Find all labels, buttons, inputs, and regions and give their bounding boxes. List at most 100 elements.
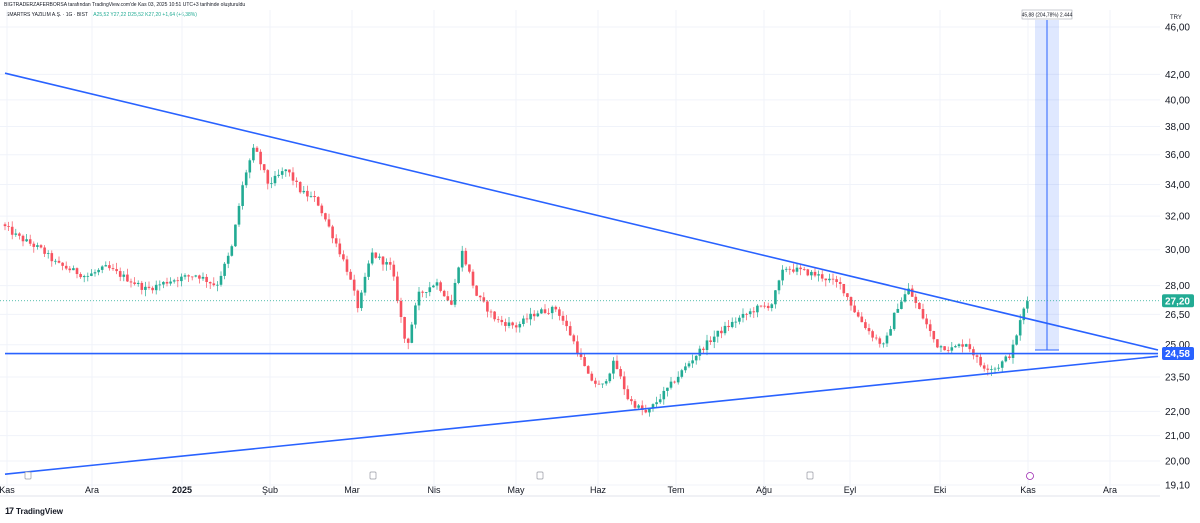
candle-body	[932, 330, 936, 340]
candle-body	[349, 271, 352, 280]
candle-body	[604, 381, 608, 384]
measure-tool: 45,88 (204,78%) 2.444	[1022, 9, 1073, 351]
candle-body	[273, 175, 277, 184]
candle-body	[360, 292, 363, 309]
candle-body	[817, 274, 820, 276]
time-tick-label: Ara	[1103, 485, 1117, 495]
candle-body	[723, 325, 727, 334]
candle-body	[738, 317, 741, 322]
candle-body	[568, 326, 572, 336]
candles	[3, 144, 1029, 417]
time-tick-label: Ağu	[756, 485, 772, 495]
candle-body	[518, 324, 522, 328]
level-price-label: 24,58	[1165, 349, 1190, 360]
price-chart[interactable]: 45,88 (204,78%) 2.444 46,00 42,00 40,00 38,…	[0, 0, 1200, 503]
candle-body	[468, 264, 471, 272]
candle-body	[198, 275, 201, 279]
time-tick-label: Şub	[262, 485, 278, 495]
candle-body	[867, 328, 871, 332]
candle-body	[734, 321, 738, 323]
candle-body	[403, 316, 406, 339]
candle-body	[630, 399, 633, 402]
candle-body	[500, 319, 504, 323]
candle-body	[61, 262, 64, 266]
candle-body	[882, 343, 885, 345]
candle-body	[187, 275, 190, 277]
candle-body	[352, 279, 356, 291]
candle-body	[370, 252, 374, 264]
candle-body	[993, 368, 997, 370]
candle-body	[324, 213, 327, 220]
candle-body	[68, 268, 72, 271]
candle-body	[478, 295, 482, 298]
candle-body	[442, 290, 446, 297]
candle-body	[129, 281, 133, 283]
candle-body	[903, 294, 907, 302]
candle-body	[86, 275, 90, 277]
candle-body	[687, 363, 691, 367]
candle-body	[28, 239, 32, 244]
candle-body	[705, 340, 709, 351]
candle-body	[572, 335, 576, 342]
candle-body	[914, 296, 918, 303]
candle-body	[25, 239, 28, 242]
candle-body	[691, 360, 694, 364]
price-tick-label: 20,00	[1165, 457, 1190, 468]
candle-body	[702, 348, 705, 351]
candle-body	[712, 336, 716, 343]
time-tick-label: Haz	[590, 485, 607, 495]
candle-body	[950, 347, 954, 351]
price-tick-label: 28,00	[1165, 281, 1190, 292]
event-marker-icon	[369, 471, 377, 480]
last-price-tag	[1162, 294, 1194, 308]
candle-body	[626, 389, 630, 400]
price-tick-label: 23,50	[1165, 372, 1190, 383]
candle-body	[1011, 344, 1015, 358]
candle-body	[342, 254, 345, 260]
candle-body	[237, 205, 241, 225]
candle-body	[334, 238, 338, 244]
candle-body	[489, 311, 493, 313]
price-tick-label: 46,00	[1165, 23, 1190, 34]
candle-body	[363, 276, 367, 293]
level-price-tag	[1162, 347, 1194, 361]
candle-body	[216, 284, 219, 286]
descending-trendline	[4, 72, 1159, 351]
candle-body	[547, 312, 550, 314]
candle-body	[414, 305, 417, 325]
candle-body	[540, 309, 543, 314]
candle-body	[709, 340, 712, 343]
candle-body	[410, 324, 414, 343]
candle-body	[241, 185, 244, 206]
tradingview-logo[interactable]: 17 TradingView	[5, 506, 63, 516]
candle-body	[169, 281, 172, 284]
candle-body	[345, 259, 349, 272]
candle-body	[180, 276, 183, 282]
candle-body	[813, 271, 817, 276]
candle-body	[831, 278, 835, 280]
candle-body	[594, 380, 597, 384]
candle-body	[7, 226, 10, 227]
candle-body	[471, 271, 475, 286]
time-tick-label: Kas	[1020, 485, 1036, 495]
candle-body	[597, 383, 601, 385]
candle-body	[925, 318, 928, 325]
price-tick-label: 19,10	[1165, 481, 1190, 492]
price-tick-label: 30,00	[1165, 245, 1190, 256]
candle-body	[658, 399, 662, 403]
candle-body	[388, 262, 392, 265]
candle-body	[889, 329, 892, 336]
candle-body	[784, 268, 788, 270]
candle-body	[126, 274, 129, 282]
candle-body	[892, 312, 896, 330]
candle-body	[18, 233, 21, 236]
candle-body	[507, 322, 511, 326]
candle-body	[810, 271, 813, 276]
candle-body	[396, 276, 399, 301]
candle-body	[104, 265, 108, 267]
candle-body	[158, 284, 162, 286]
candle-body	[3, 224, 7, 227]
candle-body	[532, 313, 536, 317]
candle-body	[54, 260, 57, 262]
candle-body	[838, 282, 842, 284]
